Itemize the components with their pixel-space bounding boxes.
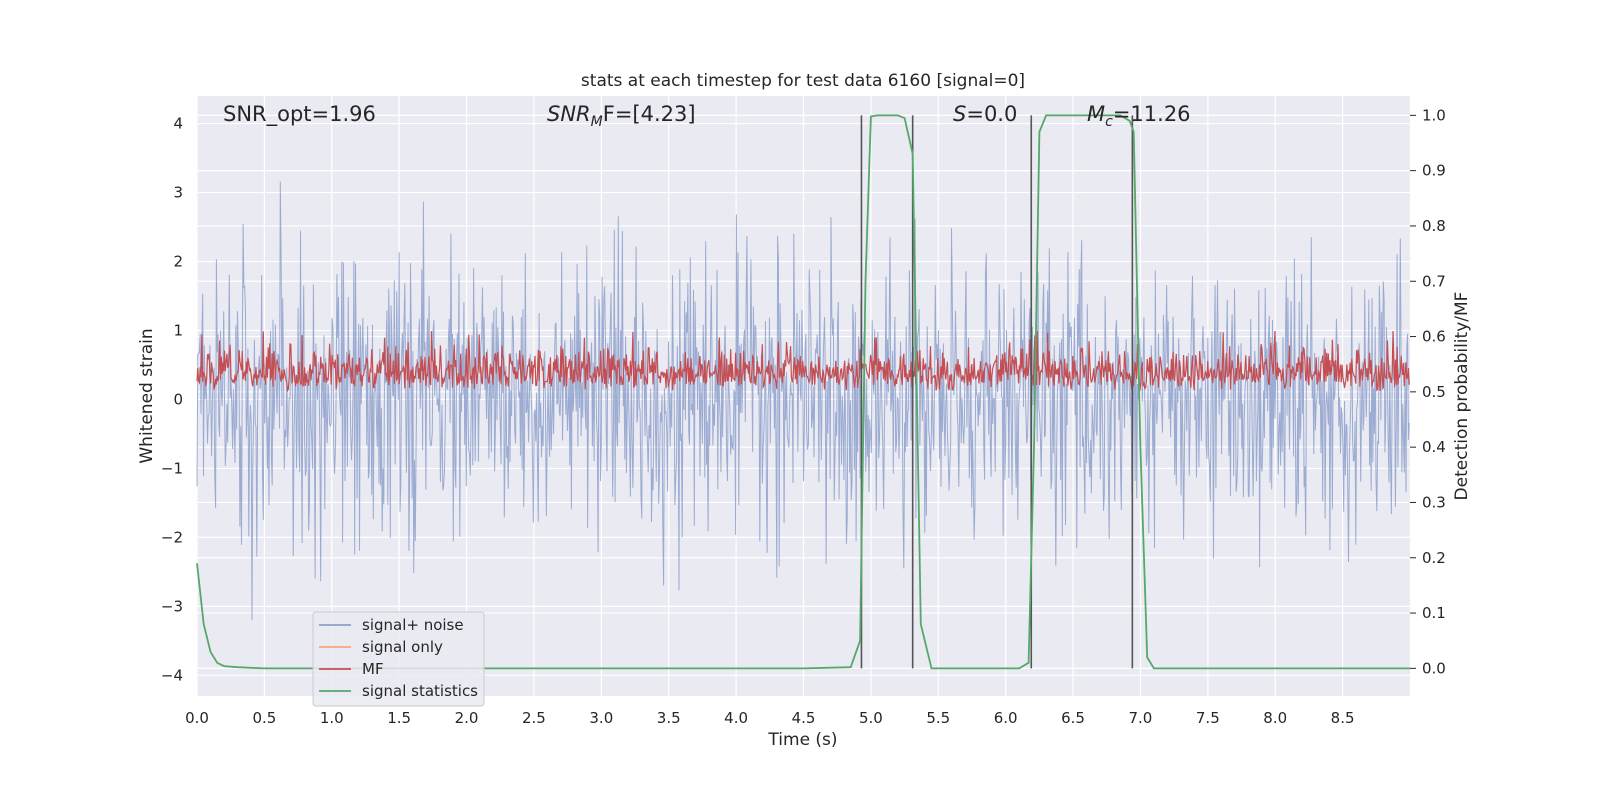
y-right-tick-label: 0.1 — [1422, 604, 1446, 622]
legend-label-signal-noise: signal+ noise — [362, 616, 464, 634]
y-right-tick-label: 0.3 — [1422, 493, 1446, 511]
snr-mf-base: SNR — [547, 102, 591, 126]
x-tick-label: 1.5 — [387, 709, 411, 727]
y-left-tick-label: 1 — [173, 321, 183, 339]
x-tick-label: 2.5 — [522, 709, 546, 727]
signal-statistics-series — [196, 114, 1410, 670]
y-left-tick-label: 4 — [173, 115, 183, 133]
y-left-tick-label: −1 — [161, 459, 183, 477]
s-value: =0.0 — [966, 102, 1017, 126]
s-label: S — [953, 102, 966, 126]
y-right-tick-label: 0.7 — [1422, 272, 1446, 290]
y-right-axis-ticks: 1.0 0.9 0.8 0.7 0.6 0.5 0.4 0.3 0.2 0.1 0.0 — [1410, 106, 1446, 677]
y-right-tick-label: 0.8 — [1422, 217, 1446, 235]
x-axis-ticks: 0.0 0.5 1.0 1.5 2.0 2.5 3.0 3.5 4.0 4.5 5.0 5.5 6.0 6… — [185, 709, 1354, 727]
y-right-tick-label: 0.9 — [1422, 162, 1446, 180]
x-tick-label: 4.5 — [792, 709, 816, 727]
signal-noise-line — [196, 181, 1410, 621]
mc-subscript: c — [1105, 114, 1113, 130]
x-tick-label: 3.0 — [589, 709, 613, 727]
x-tick-label: 6.0 — [994, 709, 1018, 727]
x-tick-label: 4.0 — [724, 709, 748, 727]
y-right-tick-label: 0.6 — [1422, 328, 1446, 346]
y-right-tick-label: 0.0 — [1422, 659, 1446, 677]
x-tick-label: 8.0 — [1263, 709, 1287, 727]
x-tick-label: 5.5 — [926, 709, 950, 727]
y-left-axis-ticks: 4 3 2 1 0 −1 −2 −3 −4 — [161, 115, 183, 685]
grid — [196, 96, 1410, 696]
legend-label-mf: MF — [362, 660, 384, 678]
legend-label-signal-only: signal only — [362, 638, 443, 656]
x-tick-label: 3.5 — [657, 709, 681, 727]
y-right-tick-label: 0.2 — [1422, 549, 1446, 567]
x-tick-label: 0.5 — [252, 709, 276, 727]
snr-mf-annotation: SNRMF=[4.23] — [547, 102, 696, 130]
legend: signal+ noise signal only MF signal stat… — [312, 611, 485, 707]
snr-mf-rest: F=[4.23] — [603, 102, 696, 126]
y-right-tick-label: 1.0 — [1422, 106, 1446, 124]
legend-label-signal-statistics: signal statistics — [362, 682, 478, 700]
y-left-tick-label: 0 — [173, 390, 183, 408]
x-tick-label: 7.0 — [1129, 709, 1153, 727]
x-tick-label: 5.0 — [859, 709, 883, 727]
y-right-tick-label: 0.4 — [1422, 438, 1446, 456]
s-annotation: S=0.0 — [953, 102, 1017, 126]
y-left-tick-label: 2 — [173, 253, 183, 271]
y-left-tick-label: −4 — [161, 666, 183, 684]
x-tick-label: 0.0 — [185, 709, 209, 727]
y-right-tick-label: 0.5 — [1422, 383, 1446, 401]
mc-annotation: Mc=11.26 — [1087, 102, 1191, 130]
chart-title: stats at each timestep for test data 616… — [581, 71, 1025, 91]
x-axis-label: Time (s) — [767, 730, 837, 750]
mf-series — [196, 330, 1410, 393]
signal-noise-series — [196, 181, 1410, 621]
snr-mf-subscript: M — [591, 114, 603, 130]
y-left-tick-label: −3 — [161, 597, 183, 615]
y-left-tick-label: −2 — [161, 528, 183, 546]
mc-value: =11.26 — [1113, 102, 1191, 126]
mc-label: M — [1087, 102, 1105, 126]
signal-statistics-line — [196, 114, 1410, 670]
x-tick-label: 2.0 — [455, 709, 479, 727]
legend-box — [312, 611, 485, 707]
x-tick-label: 1.0 — [320, 709, 344, 727]
x-tick-label: 8.5 — [1331, 709, 1355, 727]
y-right-axis-label: Detection probability/MF — [1452, 292, 1472, 501]
x-tick-label: 6.5 — [1061, 709, 1085, 727]
y-left-axis-label: Whitened strain — [137, 328, 157, 463]
x-tick-label: 7.5 — [1196, 709, 1220, 727]
y-left-tick-label: 3 — [173, 184, 183, 202]
mf-line — [196, 330, 1410, 393]
snr-opt-annotation: SNR_opt=1.96 — [223, 102, 376, 127]
